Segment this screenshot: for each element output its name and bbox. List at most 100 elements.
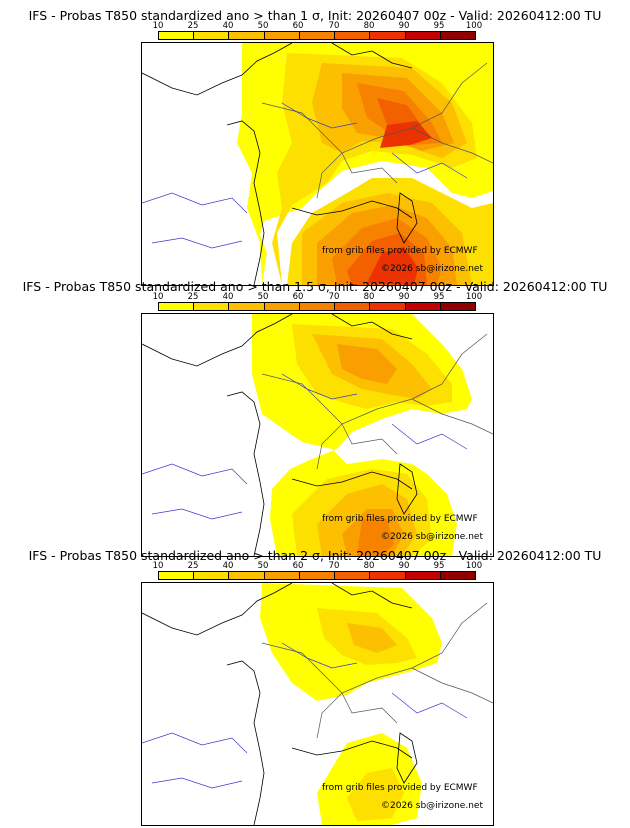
colorbar-swatch [440,303,475,310]
colorbar-tick: 40 [222,561,234,571]
colorbar-tick: 100 [465,561,483,571]
colorbar-tick: 80 [363,292,375,302]
country-border [411,127,493,164]
colorbar-tick: 50 [257,561,269,571]
colorbar-tick: 25 [187,292,199,302]
colorbar-swatch [264,303,300,310]
colorbar-swatch [335,303,371,310]
colorbar-tick: 25 [187,561,199,571]
colorbar-swatch [159,572,195,579]
country-border [261,373,343,425]
river [151,237,243,249]
panel-title: IFS - Probas T850 standardized ano > tha… [28,8,602,23]
country-border [341,692,398,724]
colorbar-tick: 60 [292,292,304,302]
copyright-text: ©2026 sb@irizone.net [381,532,483,542]
colorbar-swatch [264,32,300,39]
prob-area-25 [317,608,417,821]
panel-1sigma: IFS - Probas T850 standardized ano > tha… [0,8,630,286]
river [142,463,248,485]
credit-text: from grib files provided by ECMWF [322,514,478,524]
panel-1-5sigma: IFS - Probas T850 standardized ano > tha… [0,279,630,557]
river [151,508,243,520]
colorbar-swatch [299,303,336,310]
colorbar-tick: 80 [363,561,375,571]
colorbar-tick: 90 [398,561,410,571]
colorbar-tick: 70 [328,561,340,571]
colorbar-tick: 70 [328,292,340,302]
colorbar-tick: 50 [257,292,269,302]
prob-area-60 [357,519,394,556]
colorbar-tick: 60 [292,561,304,571]
colorbar-swatch [299,572,336,579]
credit-text: from grib files provided by ECMWF [322,246,478,256]
colorbar-ticks: 10 25 40 50 60 70 80 90 95 100 [153,292,483,302]
colorbar-tick: 70 [328,21,340,31]
coastline [396,732,418,784]
colorbar-swatch [229,303,265,310]
panel-title: IFS - Probas T850 standardized ano > tha… [28,548,602,563]
river [142,732,248,754]
colorbar-swatch [370,32,406,39]
colorbar-swatch [405,303,441,310]
colorbar-swatch [194,303,230,310]
copyright-text: ©2026 sb@irizone.net [381,801,483,811]
probability-map [141,42,494,286]
coastline [291,200,413,219]
colorbar-tick: 90 [398,21,410,31]
colorbar-tick: 10 [152,21,164,31]
colorbar-swatch [159,32,195,39]
coastline [396,192,418,244]
prob-area-40 [312,334,432,556]
colorbar-tick: 100 [465,292,483,302]
colorbar-tick: 95 [433,292,445,302]
river [151,777,243,789]
prob-area-70 [347,98,427,285]
country-border [261,102,343,154]
country-border [341,152,398,184]
colorbar-tick: 10 [152,561,164,571]
colorbar-swatch [405,572,441,579]
colorbar-swatch [405,32,441,39]
colorbar-swatch [194,572,230,579]
colorbar-swatch [440,572,475,579]
colorbar-swatch [335,32,371,39]
colorbar-swatch [159,303,195,310]
colorbar-swatch [194,32,230,39]
colorbar-tick: 95 [433,21,445,31]
coastline [226,660,265,825]
coastline [226,391,265,556]
colorbar-tick: 50 [257,21,269,31]
prob-area-50 [337,344,404,556]
country-border [411,398,493,435]
river [281,373,358,400]
colorbar-swatch [440,32,475,39]
coastline [142,43,293,96]
river [391,152,468,179]
prob-area-40 [347,623,397,653]
river [281,102,358,129]
colorbar [158,302,476,311]
country-border [316,62,488,199]
colorbar-swatch [299,32,336,39]
country-border [316,333,488,470]
colorbar-ticks: 10 25 40 50 60 70 80 90 95 100 [153,561,483,571]
colorbar-tick: 40 [222,292,234,302]
colorbar-swatch [229,32,265,39]
colorbar-swatch [264,572,300,579]
colorbar-swatch [229,572,265,579]
coastline [331,314,413,340]
copyright-text: ©2026 sb@irizone.net [381,264,483,274]
colorbar-tick: 60 [292,21,304,31]
colorbar-swatch [335,572,371,579]
coastline [396,463,418,515]
colorbar-ticks: 10 25 40 50 60 70 80 90 95 100 [153,21,483,31]
colorbar-tick: 100 [465,21,483,31]
colorbar-tick: 40 [222,21,234,31]
coastline [291,471,413,490]
colorbar-swatch [370,303,406,310]
colorbar-tick: 10 [152,292,164,302]
colorbar-tick: 80 [363,21,375,31]
probability-map [141,582,494,826]
river [391,423,468,450]
